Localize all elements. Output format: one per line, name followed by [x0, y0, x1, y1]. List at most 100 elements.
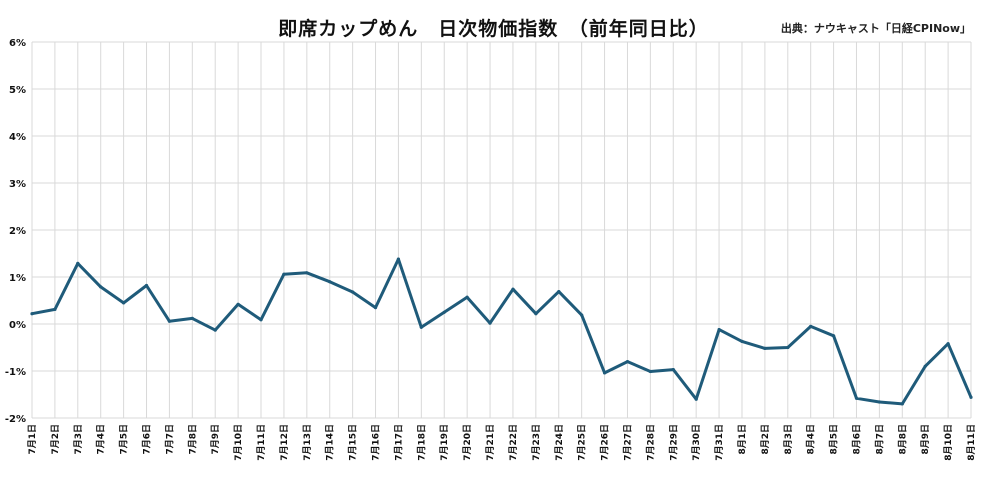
x-tick-label: 8月1日 [737, 424, 748, 455]
y-tick-label: 3% [9, 179, 26, 190]
x-tick-label: 8月3日 [783, 424, 794, 455]
data-point [122, 301, 126, 305]
data-point [442, 310, 446, 314]
x-tick-label: 7月25日 [577, 424, 588, 461]
x-tick-label: 8月6日 [851, 424, 862, 455]
series-line [30, 257, 973, 406]
data-point [717, 328, 721, 332]
data-point [99, 285, 103, 289]
y-tick-label: 5% [9, 85, 26, 96]
data-point [832, 334, 836, 338]
x-tick-label: 8月8日 [897, 424, 908, 455]
x-tick-label: 7月24日 [554, 424, 565, 461]
y-axis: 6% 5% 4% 3% 2% 1% 0% -1% -2% [5, 38, 26, 425]
data-point [213, 328, 217, 332]
data-point [328, 280, 332, 284]
data-point [969, 395, 973, 399]
data-point [465, 295, 469, 299]
data-point [259, 318, 263, 322]
x-tick-label: 7月27日 [622, 424, 633, 461]
chart-title: 即席カップめん 日次物価指数 （前年同日比） [278, 18, 709, 40]
x-tick-label: 8月11日 [966, 424, 977, 461]
data-point [373, 306, 378, 310]
x-tick-label: 7月7日 [164, 424, 175, 455]
x-tick-label: 8月4日 [806, 424, 817, 455]
x-axis: 7月1日 7月2日 7月3日 7月4日 7月5日 7月6日 7月7日 7月8日 7月9日 7月10… [27, 424, 977, 461]
x-tick-label: 7月3日 [73, 424, 84, 455]
data-point [740, 339, 744, 343]
data-point [580, 313, 584, 317]
y-tick-label: 1% [9, 273, 26, 284]
x-tick-label: 8月7日 [874, 424, 885, 455]
data-point [488, 321, 492, 325]
data-point [900, 402, 904, 406]
data-point [694, 397, 698, 401]
x-tick-label: 7月9日 [210, 424, 221, 455]
x-tick-label: 7月13日 [302, 424, 313, 461]
data-point [671, 368, 675, 372]
y-tick-label: 0% [9, 320, 26, 331]
data-point [282, 272, 286, 276]
data-point [419, 325, 423, 329]
x-tick-label: 7月2日 [50, 424, 61, 455]
x-tick-label: 8月5日 [829, 424, 840, 455]
x-tick-label: 7月28日 [645, 424, 656, 461]
x-tick-label: 7月4日 [96, 424, 107, 455]
x-tick-label: 7月8日 [187, 424, 198, 455]
data-point [763, 346, 767, 350]
x-tick-label: 7月17日 [393, 424, 404, 461]
x-tick-label: 7月18日 [416, 424, 427, 461]
grid-layer [31, 41, 972, 419]
y-tick-label: 4% [9, 132, 26, 143]
data-point [30, 312, 34, 316]
data-point [854, 396, 859, 400]
y-tick-label: -1% [5, 367, 26, 378]
data-point [396, 257, 400, 261]
x-tick-label: 7月15日 [348, 424, 359, 461]
data-point [557, 290, 561, 294]
x-tick-label: 8月10日 [943, 424, 954, 461]
y-tick-label: 6% [9, 38, 26, 49]
x-tick-label: 7月29日 [668, 424, 679, 461]
series-layer [30, 257, 973, 406]
y-tick-label: 2% [9, 226, 26, 237]
x-tick-label: 7月1日 [27, 424, 38, 455]
x-tick-label: 7月30日 [691, 424, 702, 461]
x-tick-label: 7月31日 [714, 424, 725, 461]
data-point [53, 307, 57, 311]
data-point [167, 319, 171, 323]
data-point [923, 364, 927, 368]
x-tick-label: 7月6日 [142, 424, 153, 455]
x-tick-label: 7月21日 [485, 424, 496, 461]
x-tick-label: 7月23日 [531, 424, 542, 461]
data-point [809, 324, 813, 328]
data-point [190, 316, 194, 320]
data-point [946, 342, 950, 346]
data-point [877, 400, 882, 404]
data-point [351, 290, 355, 294]
x-tick-label: 7月22日 [508, 424, 519, 461]
x-tick-label: 7月20日 [462, 424, 473, 461]
data-point [511, 287, 515, 291]
data-point [236, 302, 240, 306]
x-tick-label: 7月26日 [600, 424, 611, 461]
data-point [603, 371, 607, 375]
x-tick-label: 8月2日 [760, 424, 771, 455]
x-tick-label: 7月16日 [371, 424, 382, 461]
x-tick-label: 8月9日 [920, 424, 931, 455]
data-point [305, 271, 309, 275]
data-point [76, 261, 80, 265]
x-tick-label: 7月12日 [279, 424, 290, 461]
x-tick-label: 7月10日 [233, 424, 244, 461]
x-tick-label: 7月19日 [439, 424, 450, 461]
x-tick-label: 7月14日 [325, 424, 336, 461]
data-point [534, 312, 538, 316]
data-point [648, 369, 653, 374]
x-tick-label: 7月11日 [256, 424, 267, 461]
y-tick-label: -2% [5, 414, 26, 425]
x-tick-label: 7月5日 [119, 424, 130, 455]
chart-source: 出典：ナウキャスト「日経CPINow」 [780, 22, 971, 35]
data-point [786, 345, 790, 350]
data-point [625, 360, 630, 364]
